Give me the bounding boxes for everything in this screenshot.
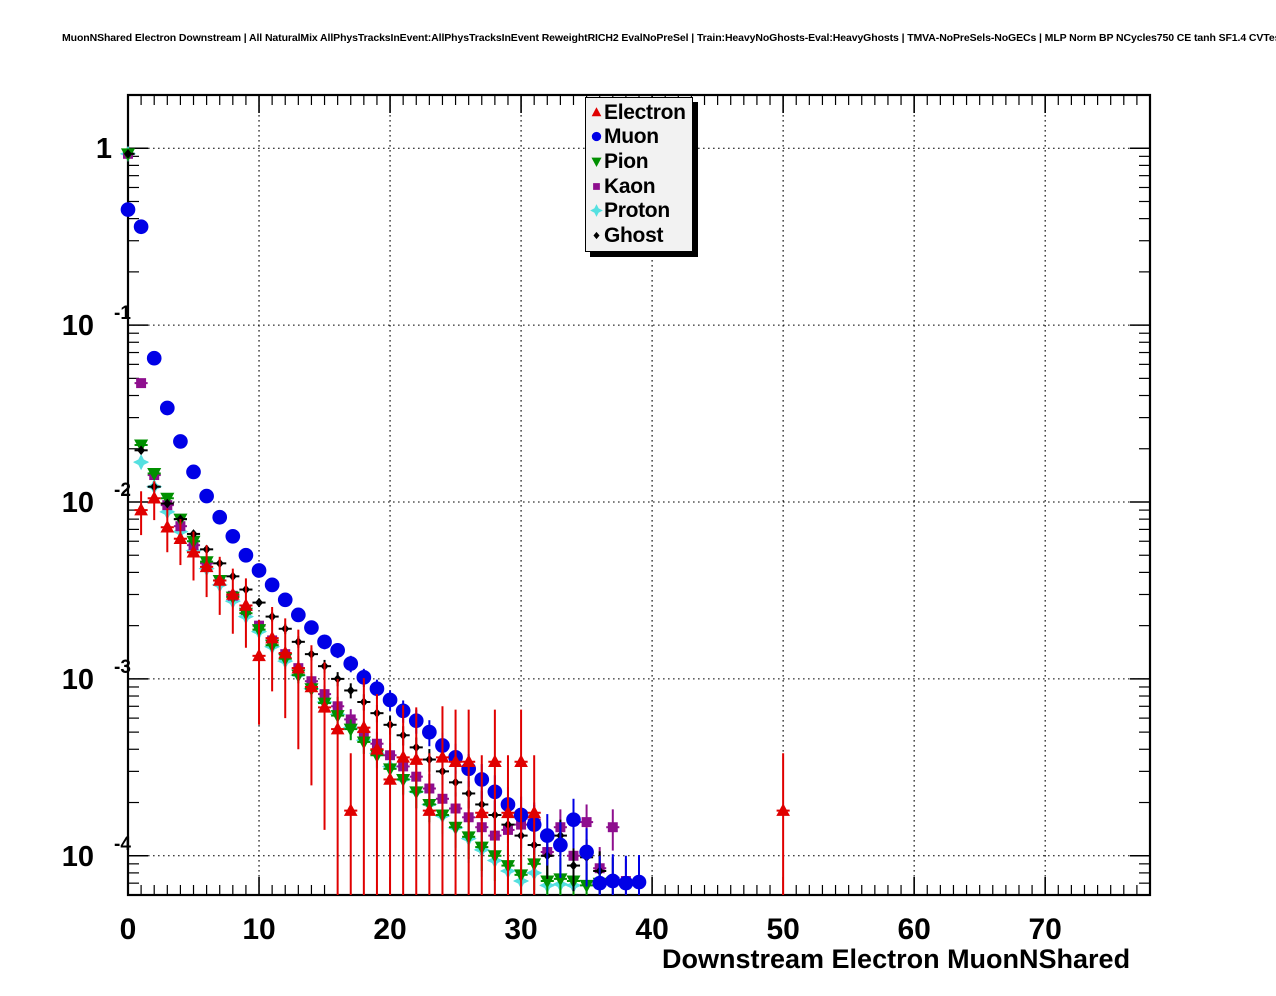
square-icon	[589, 179, 604, 194]
series-muon	[120, 202, 647, 895]
legend-item-muon[interactable]: Muon	[589, 125, 689, 150]
svg-text:60: 60	[897, 913, 930, 946]
legend-item-ghost[interactable]: Ghost	[589, 223, 689, 248]
legend-label-muon: Muon	[604, 125, 659, 149]
legend-item-kaon[interactable]: Kaon	[589, 174, 689, 199]
svg-text:10: 10	[242, 913, 275, 946]
legend-label-pion: Pion	[604, 149, 649, 173]
svg-text:-4: -4	[114, 834, 131, 855]
svg-text:70: 70	[1028, 913, 1061, 946]
legend-item-proton[interactable]: Proton	[589, 198, 689, 223]
svg-text:20: 20	[373, 913, 406, 946]
diamond-icon	[589, 228, 604, 243]
svg-text:0: 0	[120, 913, 137, 946]
legend-item-electron[interactable]: Electron	[589, 100, 689, 125]
svg-text:-3: -3	[114, 657, 131, 678]
legend-label-kaon: Kaon	[604, 174, 656, 198]
series-electron	[134, 481, 790, 895]
svg-text:-2: -2	[114, 480, 131, 501]
y-tick-labels: 1 10 -1 10 -2 10 -3 10 -4	[62, 133, 132, 873]
triangle-down-icon	[589, 154, 604, 169]
triangle-up-icon	[589, 105, 604, 120]
star-icon	[589, 203, 604, 218]
legend-label-ghost: Ghost	[604, 223, 664, 247]
svg-text:10: 10	[62, 487, 94, 519]
series-kaon	[123, 148, 633, 895]
x-axis-title: Downstream Electron MuonNShared	[662, 944, 1131, 974]
circle-icon	[589, 129, 604, 144]
svg-text:10: 10	[62, 841, 94, 873]
legend-label-proton: Proton	[604, 199, 670, 223]
svg-text:30: 30	[504, 913, 537, 946]
plot-title: MuonNShared Electron Downstream | All Na…	[62, 32, 1276, 44]
legend-label-electron: Electron	[604, 100, 686, 124]
x-tick-labels: 0 10 20 30 40 50 60 70	[120, 913, 1062, 946]
legend-item-pion[interactable]: Pion	[589, 149, 689, 174]
series-ghost	[123, 149, 620, 895]
axis-ticks	[127, 94, 1151, 896]
svg-text:1: 1	[96, 133, 112, 165]
data-points	[119, 145, 790, 895]
svg-text:10: 10	[62, 310, 94, 342]
legend-box[interactable]: Electron Muon Pion Kaon Proton Ghost	[585, 97, 693, 252]
svg-text:40: 40	[635, 913, 668, 946]
svg-text:50: 50	[766, 913, 799, 946]
svg-text:10: 10	[62, 664, 94, 696]
svg-text:-1: -1	[114, 303, 131, 324]
